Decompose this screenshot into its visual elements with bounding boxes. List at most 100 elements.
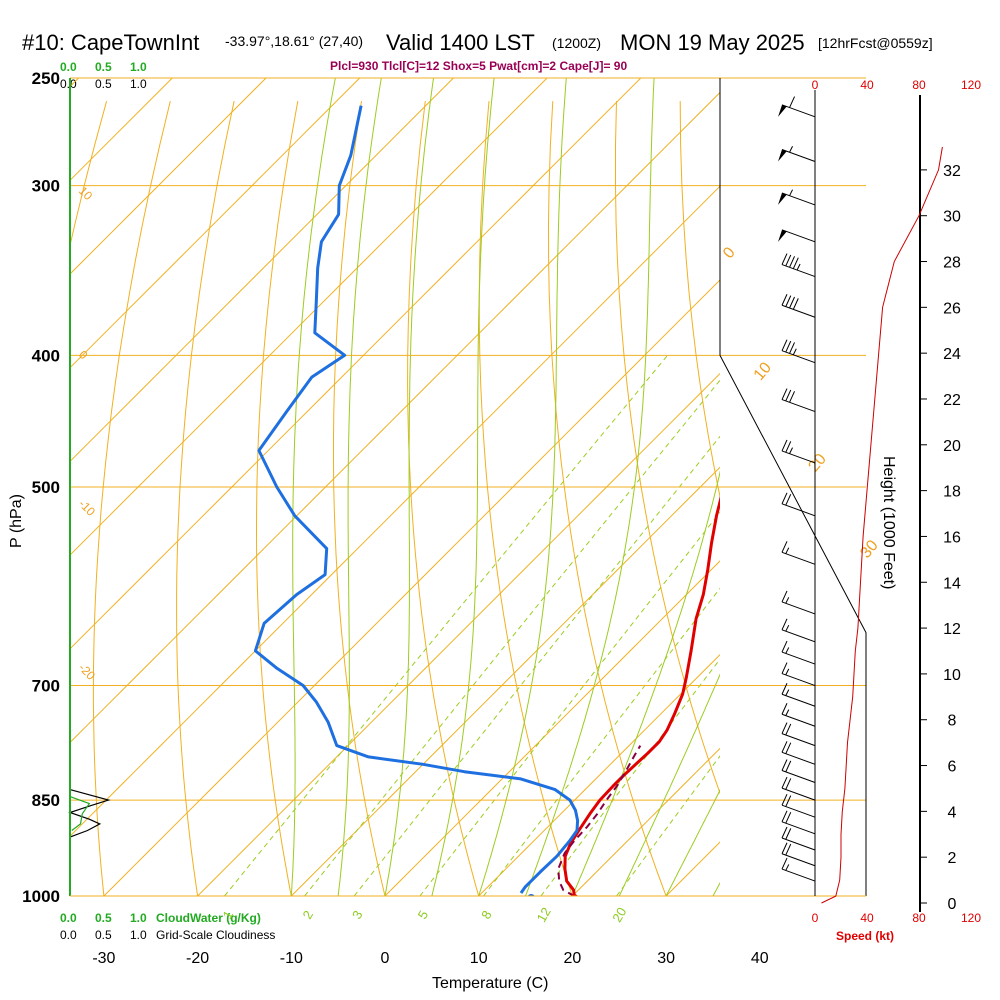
barb-feather [789,96,795,108]
barb-feather [785,828,792,840]
isotherm-line [70,78,454,463]
isotherm-line [70,185,720,837]
barb-half-feather [785,624,790,632]
cloudiness-top-tick-1: 0.5 [95,77,112,91]
isotherm-label: 10 [76,184,96,204]
barb-feather [781,439,788,452]
wind-barb [781,339,816,364]
wind-barb [781,741,816,765]
dry-adiabat-line [547,101,667,896]
wind-barb [781,590,816,615]
barb-feather [785,843,792,856]
barb-staff [781,229,816,243]
wind-barb [781,842,816,867]
surface-dewpoint-dot [527,894,535,896]
moist-adiabat-line [431,78,495,896]
barb-staff [781,751,816,765]
barb-half-feather [785,547,790,554]
barb-half-feather [785,668,790,676]
barb-feather [785,811,792,824]
wind-barb [781,776,816,801]
barb-half-feather [785,647,790,654]
surface-temperature-dot [570,894,578,896]
pressure-tick-label: 250 [32,69,60,88]
dry-adiabat-line [615,101,720,795]
barb-feather [781,703,788,715]
height-tick-label: 28 [943,255,961,272]
barb-staff [781,868,816,882]
barb-staff [781,601,816,615]
wind-barb [778,229,816,243]
wind-barb [781,703,816,727]
forecast-run: [12hrFcst@0559z] [818,35,933,51]
height-tick-label: 30 [943,209,961,226]
mixing-ratio-label: 2 [299,908,316,922]
barb-feather [781,826,788,839]
mixing-ratio-line [224,354,668,896]
mixing-ratio-label: 20 [609,905,629,925]
cloudiness-top-tick-0: 0.0 [60,77,77,91]
barb-feather [781,794,788,806]
barb-staff [781,821,816,835]
temperature-tick-label: -20 [186,950,209,967]
barb-feather [785,723,792,736]
cloudwater-label: CloudWater (g/Kg) [156,911,261,925]
height-tick-label: 12 [943,621,961,638]
barb-feather [785,795,792,807]
wind-barb [781,294,816,318]
barb-feather [785,441,792,453]
cw-bottom-tick-2: 1.0 [130,911,147,925]
sounding-profiles [253,105,720,896]
temperature-tick-label: 0 [381,950,390,967]
speed-bottom-tick-label: 40 [860,911,874,925]
barb-staff [781,104,816,118]
zulu-time: (1200Z) [552,35,601,51]
cloudiness-outline [68,789,111,844]
moist-adiabat-line [384,78,434,896]
temperature-tick-label: 10 [470,950,488,967]
dry-adiabat-line [92,100,171,896]
cw-bottom-tick-1: 0.5 [95,911,112,925]
wind-barbs [778,96,816,882]
isotherm-line [478,653,720,896]
barb-feather [789,342,795,354]
barb-feather [785,389,792,402]
mixing-ratio-label: 5 [415,908,432,922]
dry-adiabat-label: 10 [751,359,776,384]
barb-feather [785,760,792,773]
barb-feather [781,759,788,771]
wind-barb [778,96,816,118]
barb-feather [781,842,788,854]
barb-feather [792,257,799,269]
barb-feather [789,391,795,403]
height-tick-label: 20 [943,438,961,455]
cloudiness-label: Grid-Scale Cloudiness [156,928,275,942]
cloudiness-bottom-tick-0: 0.0 [60,928,77,942]
barb-staff [781,673,816,687]
cloudiness-bottom-tick-2: 1.0 [130,928,147,942]
moist-adiabat-line [618,673,720,896]
barb-staff [781,713,816,727]
profile-dewpoint [253,105,580,894]
height-tick-label: 16 [943,529,961,546]
isotherm-label: -20 [76,661,98,683]
moist-adiabat-line [571,470,720,896]
barb-feather [781,640,788,653]
height-tick-label: 4 [948,804,957,821]
barb-feather [781,294,788,306]
mixing-ratio-line [304,379,720,896]
isotherm-line [103,279,720,896]
forecast-date: MON 19 May 2025 [620,30,805,55]
barb-feather [781,253,788,265]
barb-half-feather [796,263,801,271]
isotherm-line [384,560,720,896]
barb-feather [785,340,792,353]
barb-staff [781,149,816,162]
isotherm-line [572,747,720,896]
height-tick-label: 24 [943,346,961,363]
barb-feather [792,298,799,310]
barb-staff [781,350,816,364]
wind-barb [781,492,816,517]
height-tick-label: 14 [943,575,961,592]
temperature-axis-label: Temperature (C) [432,975,548,992]
